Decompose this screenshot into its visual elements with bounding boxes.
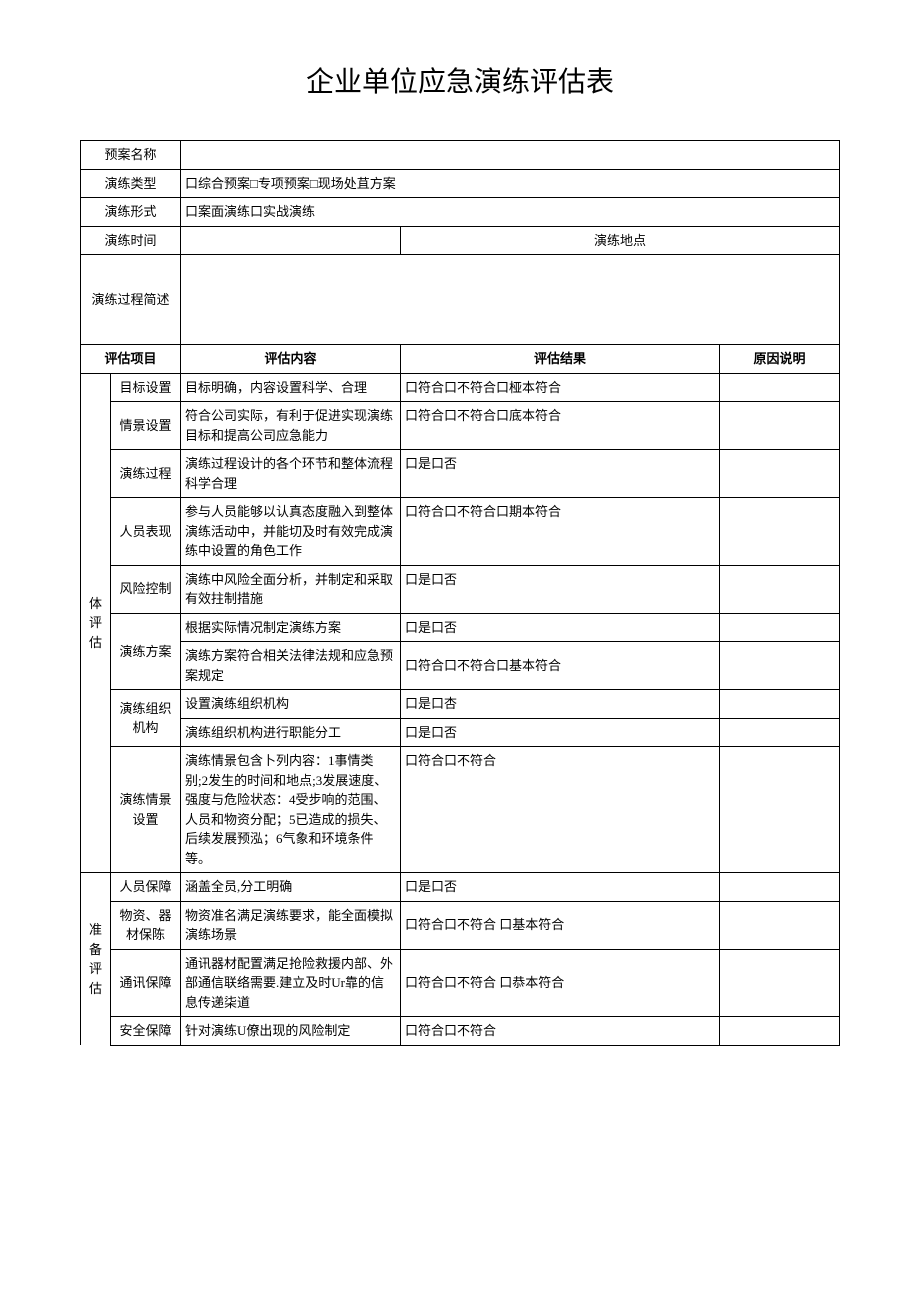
item-result: 口符合口不符合: [401, 747, 720, 873]
drill-process-desc-value: [181, 255, 840, 345]
table-row: 演练方案符合相关法律法规和应急预案规定 口符合口不符合口基本符合: [81, 642, 840, 690]
item-result: 口符合口不符合口期本符合: [401, 498, 720, 566]
item-label: 人员表现: [111, 498, 181, 566]
eval-content-header: 评估内容: [181, 345, 401, 374]
item-reason: [720, 873, 840, 902]
reason-header: 原因说明: [720, 345, 840, 374]
item-result: 口符合口不符合 口基本符合: [401, 901, 720, 949]
table-row: 安全保障 针对演练U僚出现的风险制定 口符合口不符合: [81, 1017, 840, 1046]
item-label: 演练方案: [111, 613, 181, 690]
item-content: 设置演练组织机构: [181, 690, 401, 719]
item-result: 口是口杏: [401, 690, 720, 719]
table-row: 准备评估 人员保障 涵盖全员,分工明确 口是口否: [81, 873, 840, 902]
item-reason: [720, 450, 840, 498]
item-result: 口符合口不符合口基本符合: [401, 642, 720, 690]
table-row: 人员表现 参与人员能够以认真态度融入到整体演练活动中，并能切及时有效完成演练中设…: [81, 498, 840, 566]
eval-result-header: 评估结果: [401, 345, 720, 374]
item-result: 口是口否: [401, 613, 720, 642]
item-content: 演练中风险全面分析，并制定和采取有效拄制措施: [181, 565, 401, 613]
item-reason: [720, 613, 840, 642]
table-row: 演练过程简述: [81, 255, 840, 345]
item-content: 物资准名满足演练要求，能全面模拟演练场景: [181, 901, 401, 949]
item-reason: [720, 565, 840, 613]
item-reason: [720, 747, 840, 873]
drill-process-desc-label: 演练过程简述: [81, 255, 181, 345]
item-result: 口是口否: [401, 873, 720, 902]
drill-time-label: 演练时间: [81, 226, 181, 255]
table-row: 演练过程 演练过程设计的各个环节和整体流程科学合理 口是口否: [81, 450, 840, 498]
item-label: 物资、器材保陈: [111, 901, 181, 949]
eval-item-header: 评估项目: [81, 345, 181, 374]
item-reason: [720, 498, 840, 566]
item-result: 口是口否: [401, 450, 720, 498]
item-label: 风险控制: [111, 565, 181, 613]
item-result: 口符合口不符合口底本符合: [401, 402, 720, 450]
item-content: 符合公司实际，有利于促进实现演练目标和提高公司应急能力: [181, 402, 401, 450]
drill-location-label: 演练地点: [401, 226, 840, 255]
item-result: 口符合口不符合 口恭本符合: [401, 949, 720, 1017]
item-label: 情景设置: [111, 402, 181, 450]
drill-type-label: 演练类型: [81, 169, 181, 198]
table-row: 演练时间 演练地点: [81, 226, 840, 255]
item-content: 演练组织机构进行职能分工: [181, 718, 401, 747]
item-result: 口是口否: [401, 565, 720, 613]
item-label: 通讯保障: [111, 949, 181, 1017]
table-row: 演练形式 口案面演练口实战演练: [81, 198, 840, 227]
item-reason: [720, 373, 840, 402]
item-result: 口符合口不符合: [401, 1017, 720, 1046]
item-content: 参与人员能够以认真态度融入到整体演练活动中，并能切及时有效完成演练中设置的角色工…: [181, 498, 401, 566]
drill-form-label: 演练形式: [81, 198, 181, 227]
item-content: 根据实际情况制定演练方案: [181, 613, 401, 642]
item-content: 演练方案符合相关法律法规和应急预案规定: [181, 642, 401, 690]
item-label: 演练过程: [111, 450, 181, 498]
drill-time-value: [181, 226, 401, 255]
drill-type-value: 口综合预案□专项预案□现场处苴方案: [181, 169, 840, 198]
item-result: 口符合口不符合口桠本符合: [401, 373, 720, 402]
evaluation-table: 预案名称 演练类型 口综合预案□专项预案□现场处苴方案 演练形式 口案面演练口实…: [80, 140, 840, 1046]
item-label: 演练情景设置: [111, 747, 181, 873]
table-row: 演练类型 口综合预案□专项预案□现场处苴方案: [81, 169, 840, 198]
drill-form-value: 口案面演练口实战演练: [181, 198, 840, 227]
item-label: 人员保障: [111, 873, 181, 902]
item-label: 安全保障: [111, 1017, 181, 1046]
item-content: 演练过程设计的各个环节和整体流程科学合理: [181, 450, 401, 498]
item-content: 针对演练U僚出现的风险制定: [181, 1017, 401, 1046]
table-row: 物资、器材保陈 物资准名满足演练要求，能全面模拟演练场景 口符合口不符合 口基本…: [81, 901, 840, 949]
table-row: 演练情景设置 演练情景包含卜列内容：1事情类别;2发生的时间和地点;3发展速度、…: [81, 747, 840, 873]
item-content: 涵盖全员,分工明确: [181, 873, 401, 902]
item-reason: [720, 718, 840, 747]
table-row: 通讯保障 通讯器材配置满足抢险救援内部、外部通信联络需要.建立及时Ur靠的信息传…: [81, 949, 840, 1017]
item-label: 演练组织机构: [111, 690, 181, 747]
item-content: 演练情景包含卜列内容：1事情类别;2发生的时间和地点;3发展速度、强度与危险状态…: [181, 747, 401, 873]
plan-name-label: 预案名称: [81, 141, 181, 170]
item-reason: [720, 402, 840, 450]
item-content: 通讯器材配置满足抢险救援内部、外部通信联络需要.建立及时Ur靠的信息传递柒道: [181, 949, 401, 1017]
table-row: 情景设置 符合公司实际，有利于促进实现演练目标和提高公司应急能力 口符合口不符合…: [81, 402, 840, 450]
item-reason: [720, 1017, 840, 1046]
table-row: 评估项目 评估内容 评估结果 原因说明: [81, 345, 840, 374]
item-content: 目标明确，内容设置科学、合理: [181, 373, 401, 402]
table-row: 演练方案 根据实际情况制定演练方案 口是口否: [81, 613, 840, 642]
table-row: 预案名称: [81, 141, 840, 170]
item-reason: [720, 690, 840, 719]
table-row: 演练组织机构进行职能分工 口是口否: [81, 718, 840, 747]
item-result: 口是口否: [401, 718, 720, 747]
page-title: 企业单位应急演练评估表: [80, 60, 840, 100]
item-label: 目标设置: [111, 373, 181, 402]
prep-eval-group: 准备评估: [81, 873, 111, 1046]
table-row: 演练组织机构 设置演练组织机构 口是口杏: [81, 690, 840, 719]
table-row: 体评估 目标设置 目标明确，内容设置科学、合理 口符合口不符合口桠本符合: [81, 373, 840, 402]
plan-name-value: [181, 141, 840, 170]
body-eval-group: 体评估: [81, 373, 111, 873]
item-reason: [720, 901, 840, 949]
item-reason: [720, 949, 840, 1017]
item-reason: [720, 642, 840, 690]
table-row: 风险控制 演练中风险全面分析，并制定和采取有效拄制措施 口是口否: [81, 565, 840, 613]
